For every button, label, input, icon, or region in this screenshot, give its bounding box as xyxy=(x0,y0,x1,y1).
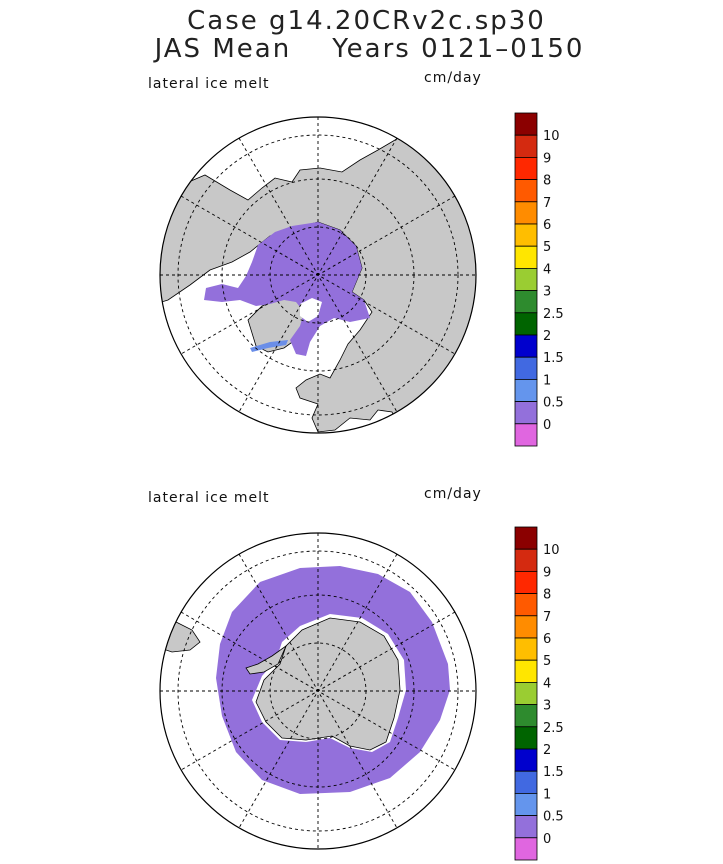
north-colorbar-box xyxy=(514,423,538,447)
north-colorbar-tick-label: 9 xyxy=(543,151,551,166)
north-colorbar-box xyxy=(514,112,538,136)
south-colorbar-box xyxy=(514,815,538,839)
north-colorbar-tick-label: 5 xyxy=(543,240,551,255)
north-colorbar-box xyxy=(514,201,538,225)
south-colorbar-box xyxy=(514,593,538,617)
south-colorbar-tick-label: 5 xyxy=(543,654,551,669)
south-colorbar-tick-label: 10 xyxy=(543,543,560,558)
north-colorbar-tick-label: 6 xyxy=(543,218,551,233)
north-graticule xyxy=(160,117,476,433)
south-colorbar-box xyxy=(514,726,538,750)
north-polar-map xyxy=(159,116,477,434)
north-colorbar-tick-label: 0.5 xyxy=(543,396,564,411)
north-colorbar-box xyxy=(514,334,538,358)
south-colorbar-tick-label: 2.5 xyxy=(543,721,564,736)
north-colorbar-tick-label: 8 xyxy=(543,174,551,189)
south-colorbar-tick-label: 6 xyxy=(543,632,551,647)
south-ice-melt-ring xyxy=(216,566,450,794)
south-colorbar-tick-label: 1 xyxy=(543,787,551,802)
north-colorbar-box xyxy=(514,223,538,247)
south-land-peninsula xyxy=(245,644,287,675)
south-colorbar-tick-label: 1.5 xyxy=(543,765,564,780)
south-colorbar-box xyxy=(514,682,538,706)
south-colorbar-box xyxy=(514,637,538,661)
plot-title-line1: Case g14.20CRv2c.sp30 xyxy=(187,6,546,36)
south-colorbar-box xyxy=(514,837,538,861)
south-colorbar-box xyxy=(514,571,538,595)
south-colorbar-tick-label: 7 xyxy=(543,610,551,625)
south-colorbar-tick-label: 9 xyxy=(543,565,551,580)
south-units-label: cm/day xyxy=(424,486,482,502)
south-graticule xyxy=(160,533,476,849)
north-colorbar-box xyxy=(514,290,538,314)
north-colorbar-tick-label: 2.5 xyxy=(543,307,564,322)
south-colorbar-tick-label: 2 xyxy=(543,743,551,758)
north-colorbar-box xyxy=(514,245,538,269)
south-colorbar-box xyxy=(514,704,538,728)
south-map-border xyxy=(159,532,477,850)
north-colorbar-tick-label: 1 xyxy=(543,373,551,388)
north-colorbar-box xyxy=(514,401,538,425)
south-colorbar-box xyxy=(514,659,538,683)
north-colorbar-tick-label: 3 xyxy=(543,285,551,300)
south-colorbar: 10 9 8 7 6 5 4 3 2.5 2 1.5 1 0.5 0 xyxy=(514,526,564,861)
south-colorbar-tick-label: 0.5 xyxy=(543,810,564,825)
plot-title-line2: JAS Mean Years 0121–0150 xyxy=(154,34,585,64)
south-colorbar-box xyxy=(514,548,538,572)
north-ice-melt-region xyxy=(204,222,370,356)
south-colorbar-tick-label: 3 xyxy=(543,699,551,714)
south-colorbar-box xyxy=(514,770,538,794)
north-colorbar-tick-label: 1.5 xyxy=(543,351,564,366)
south-colorbar-box xyxy=(514,748,538,772)
north-colorbar-tick-label: 2 xyxy=(543,329,551,344)
north-colorbar-box xyxy=(514,156,538,180)
north-colorbar: 10 9 8 7 6 5 4 3 2.5 2 1.5 1 0.5 0 xyxy=(514,112,564,447)
south-colorbar-tick-label: 8 xyxy=(543,588,551,603)
south-colorbar-box xyxy=(514,526,538,550)
north-colorbar-box xyxy=(514,267,538,291)
south-colorbar-tick-label: 4 xyxy=(543,676,551,691)
north-colorbar-box xyxy=(514,356,538,380)
south-colorbar-box xyxy=(514,793,538,817)
north-colorbar-box xyxy=(514,179,538,203)
north-colorbar-box xyxy=(514,134,538,158)
south-variable-label: lateral ice melt xyxy=(148,490,270,506)
north-open-water-baffin xyxy=(300,298,322,322)
north-colorbar-box xyxy=(514,312,538,336)
north-variable-label: lateral ice melt xyxy=(148,76,270,92)
north-units-label: cm/day xyxy=(424,70,482,86)
south-polar-map xyxy=(159,532,477,850)
north-colorbar-box xyxy=(514,378,538,402)
north-map-border xyxy=(159,116,477,434)
south-colorbar-box xyxy=(514,615,538,639)
north-colorbar-tick-label: 0 xyxy=(543,418,551,433)
north-colorbar-tick-label: 4 xyxy=(543,262,551,277)
south-colorbar-tick-label: 0 xyxy=(543,832,551,847)
north-colorbar-tick-label: 10 xyxy=(543,129,560,144)
north-colorbar-tick-label: 7 xyxy=(543,196,551,211)
